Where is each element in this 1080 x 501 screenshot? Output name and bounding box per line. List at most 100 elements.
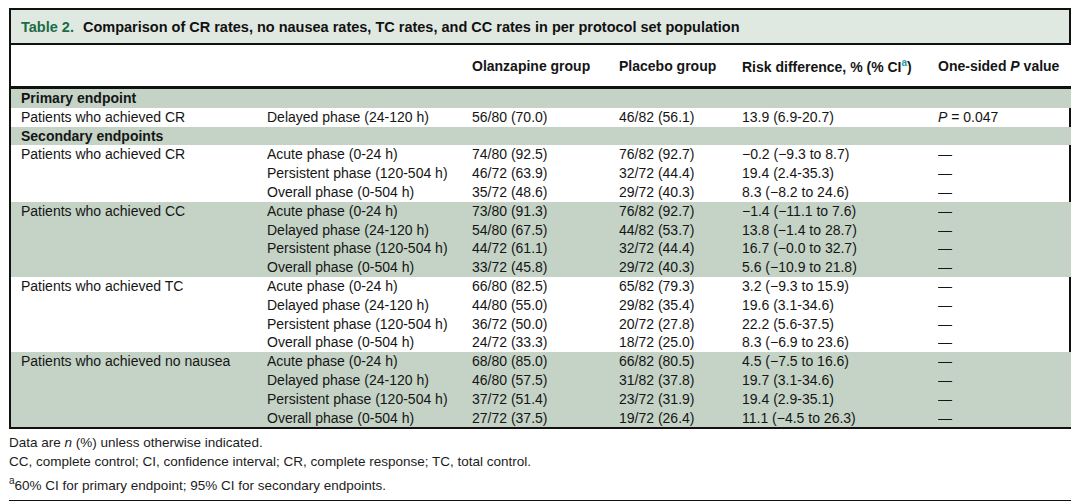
page: Table 2. Comparison of CR rates, no nause… <box>0 0 1080 501</box>
table-caption: Table 2. Comparison of CR rates, no nause… <box>11 10 1069 45</box>
risk-difference-value: 19.4 (2.4-35.3) <box>742 164 938 183</box>
table-number: Table 2. <box>21 19 74 35</box>
placebo-value: 18/72 (25.0) <box>619 333 742 352</box>
table-row: Patients who achieved no nausea Acute ph… <box>11 352 1071 371</box>
endpoint-cell: Patients who achieved TC <box>11 277 267 296</box>
olanzapine-value: 54/80 (67.5) <box>472 221 619 240</box>
phase-cell: Acute phase (0-24 h) <box>267 277 472 296</box>
phase-cell: Delayed phase (24-120 h) <box>267 108 472 127</box>
p-value: — <box>938 315 1071 334</box>
p-value: — <box>938 296 1071 315</box>
phase-cell: Overall phase (0-504 h) <box>267 183 472 202</box>
table-row: Delayed phase (24-120 h) 44/80 (55.0) 29… <box>11 296 1071 315</box>
endpoint-cell <box>11 390 267 409</box>
risk-difference-value: 8.3 (−6.9 to 23.6) <box>742 333 938 352</box>
risk-difference-value: 11.1 (−4.5 to 26.3) <box>742 409 938 428</box>
table-row: Patients who achieved CC Acute phase (0-… <box>11 202 1071 221</box>
phase-cell: Delayed phase (24-120 h) <box>267 221 472 240</box>
table-row: Delayed phase (24-120 h) 46/80 (57.5) 31… <box>11 371 1071 390</box>
placebo-value: 65/82 (79.3) <box>619 277 742 296</box>
risk-header-close: ) <box>907 58 912 74</box>
olanzapine-value: 56/80 (70.0) <box>472 108 619 127</box>
p-value: — <box>938 145 1071 164</box>
endpoint-cell <box>11 333 267 352</box>
phase-cell: Overall phase (0-504 h) <box>267 409 472 428</box>
col-header-placebo: Placebo group <box>619 45 742 88</box>
p-value: — <box>938 202 1071 221</box>
phase-cell: Overall phase (0-504 h) <box>267 258 472 277</box>
placebo-value: 19/72 (26.4) <box>619 409 742 428</box>
results-table: Olanzapine group Placebo group Risk diff… <box>11 45 1071 427</box>
endpoint-cell <box>11 164 267 183</box>
endpoint-cell: Patients who achieved CR <box>11 145 267 164</box>
olanzapine-value: 36/72 (50.0) <box>472 315 619 334</box>
olanzapine-value: 27/72 (37.5) <box>472 409 619 428</box>
risk-difference-value: 19.4 (2.9-35.1) <box>742 390 938 409</box>
header-row: Olanzapine group Placebo group Risk diff… <box>11 45 1071 88</box>
endpoint-cell <box>11 296 267 315</box>
placebo-value: 29/82 (35.4) <box>619 296 742 315</box>
table-row: Persistent phase (120-504 h) 46/72 (63.9… <box>11 164 1071 183</box>
risk-difference-value: −1.4 (−11.1 to 7.6) <box>742 202 938 221</box>
footnote-data-note: Data are n (%) unless otherwise indicate… <box>9 434 1071 453</box>
placebo-value: 44/82 (53.7) <box>619 221 742 240</box>
p-value: — <box>938 239 1071 258</box>
p-value: — <box>938 371 1071 390</box>
risk-difference-value: 8.3 (−8.2 to 24.6) <box>742 183 938 202</box>
endpoint-cell: Patients who achieved CR <box>11 108 267 127</box>
phase-cell: Acute phase (0-24 h) <box>267 145 472 164</box>
section-label: Primary endpoint <box>11 88 1071 108</box>
phase-cell: Persistent phase (120-504 h) <box>267 315 472 334</box>
endpoint-cell: Patients who achieved no nausea <box>11 352 267 371</box>
placebo-value: 32/72 (44.4) <box>619 239 742 258</box>
placebo-value: 46/82 (56.1) <box>619 108 742 127</box>
section-label: Secondary endpoints <box>11 127 1071 146</box>
table-row: Patients who achieved TC Acute phase (0-… <box>11 277 1071 296</box>
table-row: Overall phase (0-504 h) 24/72 (33.3) 18/… <box>11 333 1071 352</box>
risk-difference-value: 3.2 (−9.3 to 15.9) <box>742 277 938 296</box>
phase-cell: Delayed phase (24-120 h) <box>267 296 472 315</box>
phase-cell: Persistent phase (120-504 h) <box>267 164 472 183</box>
table-title: Comparison of CR rates, no nausea rates,… <box>83 19 740 35</box>
risk-difference-value: 22.2 (5.6-37.5) <box>742 315 938 334</box>
p-value: — <box>938 277 1071 296</box>
risk-difference-value: 5.6 (−10.9 to 21.8) <box>742 258 938 277</box>
olanzapine-value: 37/72 (51.4) <box>472 390 619 409</box>
table-row: Persistent phase (120-504 h) 37/72 (51.4… <box>11 390 1071 409</box>
col-header-p-value: One-sided P value <box>938 45 1071 88</box>
table-row: Overall phase (0-504 h) 33/72 (45.8) 29/… <box>11 258 1071 277</box>
olanzapine-value: 68/80 (85.0) <box>472 352 619 371</box>
endpoint-cell <box>11 409 267 428</box>
phase-cell: Persistent phase (120-504 h) <box>267 390 472 409</box>
phase-cell: Delayed phase (24-120 h) <box>267 371 472 390</box>
olanzapine-value: 74/80 (92.5) <box>472 145 619 164</box>
section-row-secondary-endpoints: Secondary endpoints <box>11 127 1071 146</box>
p-value: — <box>938 221 1071 240</box>
p-value: — <box>938 409 1071 428</box>
table-container: Table 2. Comparison of CR rates, no nause… <box>9 8 1071 429</box>
risk-header-text: Risk difference, % (% CI <box>742 58 902 74</box>
table-footnotes: Data are n (%) unless otherwise indicate… <box>9 429 1071 497</box>
p-value: — <box>938 258 1071 277</box>
footnote-abbreviations: CC, complete control; CI, confidence int… <box>9 453 1071 472</box>
table-header: Olanzapine group Placebo group Risk diff… <box>11 45 1071 88</box>
table-row: Persistent phase (120-504 h) 44/72 (61.1… <box>11 239 1071 258</box>
placebo-value: 20/72 (27.8) <box>619 315 742 334</box>
p-value: — <box>938 333 1071 352</box>
olanzapine-value: 33/72 (45.8) <box>472 258 619 277</box>
placebo-value: 32/72 (44.4) <box>619 164 742 183</box>
placebo-value: 76/82 (92.7) <box>619 145 742 164</box>
p-value: — <box>938 390 1071 409</box>
olanzapine-value: 35/72 (48.6) <box>472 183 619 202</box>
table-row: Overall phase (0-504 h) 27/72 (37.5) 19/… <box>11 409 1071 428</box>
p-value: — <box>938 183 1071 202</box>
risk-difference-value: 19.6 (3.1-34.6) <box>742 296 938 315</box>
table-row: Overall phase (0-504 h) 35/72 (48.6) 29/… <box>11 183 1071 202</box>
p-value: — <box>938 164 1071 183</box>
phase-cell: Persistent phase (120-504 h) <box>267 239 472 258</box>
risk-difference-value: 4.5 (−7.5 to 16.6) <box>742 352 938 371</box>
phase-cell: Overall phase (0-504 h) <box>267 333 472 352</box>
col-header-olanzapine: Olanzapine group <box>472 45 619 88</box>
olanzapine-value: 24/72 (33.3) <box>472 333 619 352</box>
placebo-value: 29/72 (40.3) <box>619 183 742 202</box>
